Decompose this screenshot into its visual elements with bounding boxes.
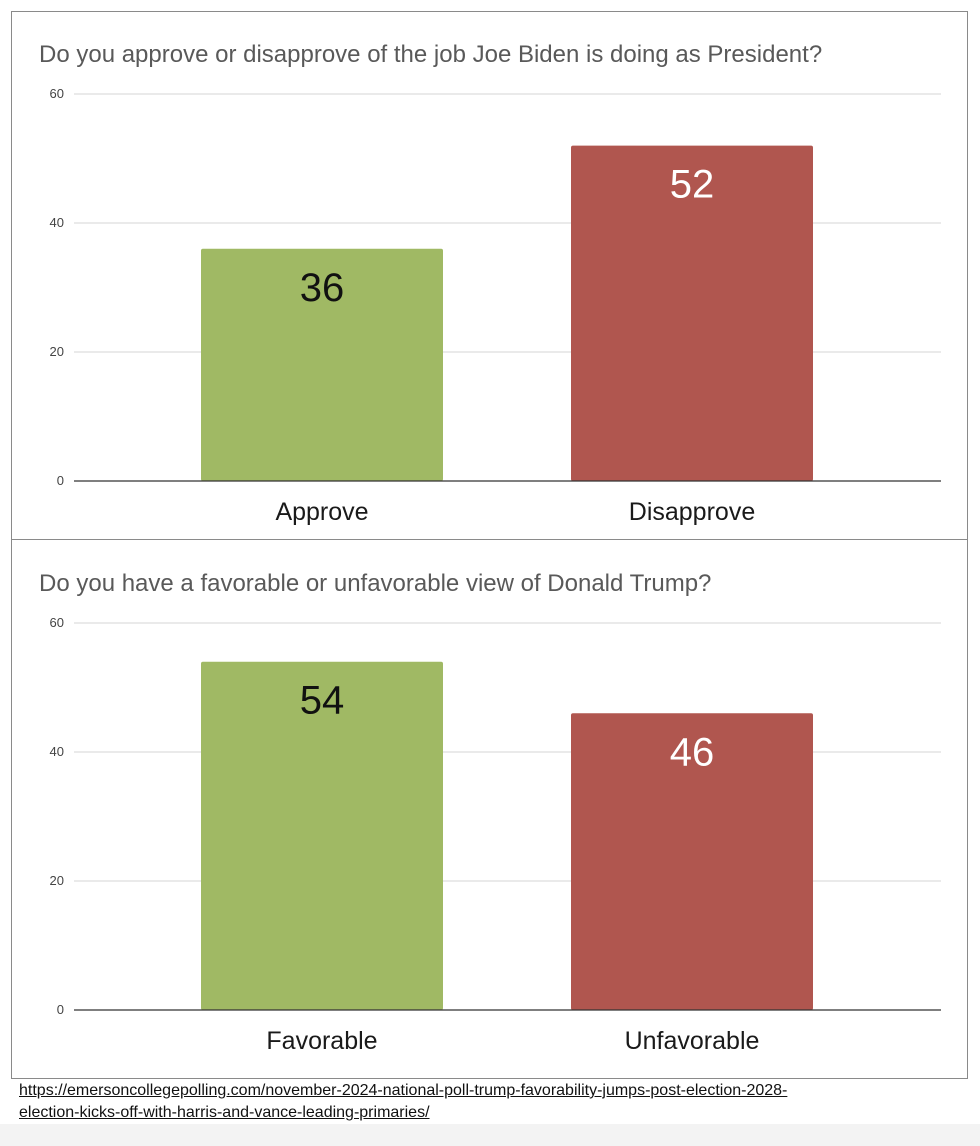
bar-unfavorable — [571, 713, 813, 1010]
biden-approval-chart: Do you approve or disapprove of the job … — [39, 41, 941, 526]
y-tick-label: 40 — [50, 744, 64, 759]
x-category-label: Approve — [275, 498, 368, 526]
y-tick-label: 60 — [50, 86, 64, 101]
bar-approve — [201, 248, 443, 481]
y-tick-label: 40 — [50, 215, 64, 230]
y-tick-label: 0 — [57, 473, 64, 488]
source-link[interactable]: https://emersoncollegepolling.com/novemb… — [19, 1082, 788, 1121]
data-label: 54 — [300, 679, 345, 723]
data-label: 36 — [300, 266, 345, 310]
bar-disapprove — [571, 145, 813, 481]
chart-title: Do you have a favorable or unfavorable v… — [39, 570, 711, 597]
data-label: 46 — [670, 730, 715, 774]
y-tick-label: 20 — [50, 873, 64, 888]
y-tick-label: 60 — [50, 615, 64, 630]
x-category-label: Unfavorable — [625, 1027, 760, 1055]
bottom-strip — [0, 1124, 980, 1146]
y-tick-label: 20 — [50, 344, 64, 359]
chart-title: Do you approve or disapprove of the job … — [39, 41, 822, 68]
x-category-label: Disapprove — [629, 498, 755, 526]
x-category-label: Favorable — [266, 1027, 377, 1055]
data-label: 52 — [670, 163, 715, 207]
y-tick-label: 0 — [57, 1002, 64, 1017]
panel-divider — [11, 539, 968, 540]
trump-favorability-chart: Do you have a favorable or unfavorable v… — [39, 570, 941, 1055]
bar-favorable — [201, 661, 443, 1010]
